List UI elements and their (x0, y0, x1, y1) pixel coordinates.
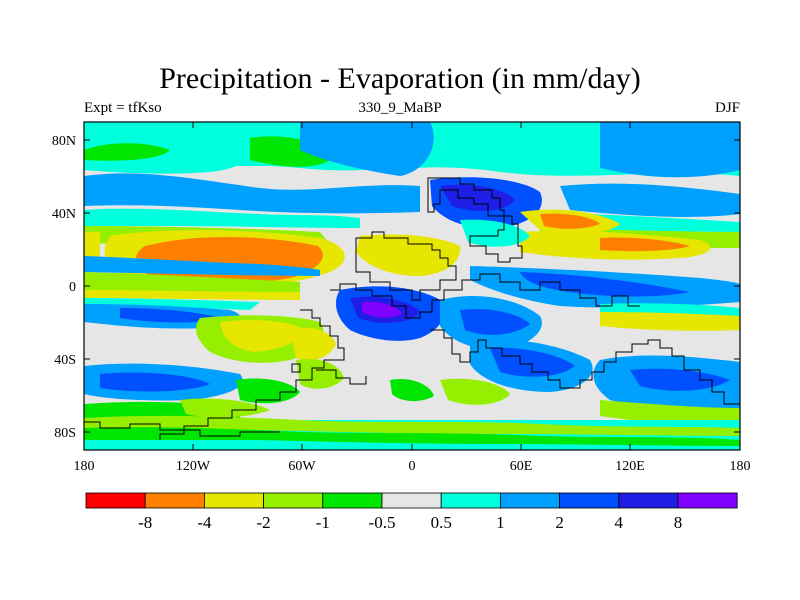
colorbar-label-5: 0.5 (431, 513, 452, 532)
lon-label-60w: 60W (288, 459, 316, 474)
lat-label-80s: 80S (54, 426, 76, 441)
colorbar-swatch-9 (618, 492, 679, 509)
colorbar-swatch-4 (322, 492, 383, 509)
plot-title: Precipitation - Evaporation (in mm/day) (159, 62, 641, 95)
lon-label-120w: 120W (176, 459, 211, 474)
colorbar-label-3: -1 (316, 513, 330, 532)
lat-label-80n: 80N (52, 134, 76, 149)
axis-ticks (84, 122, 740, 450)
season-label: DJF (714, 100, 740, 116)
latitude-labels: 80N 40N 0 40S 80S (52, 134, 76, 441)
lat-label-40s: 40S (54, 353, 76, 368)
colorbar-label-4: -0.5 (369, 513, 396, 532)
lon-label-60e: 60E (510, 459, 533, 474)
colorbar-swatch-2 (203, 492, 264, 509)
colorbar-swatch-5 (381, 492, 442, 509)
colorbar-label-0: -8 (138, 513, 152, 532)
colorbar-swatch-8 (559, 492, 620, 509)
lon-label-0: 0 (409, 459, 416, 474)
colorbar-swatch-1 (144, 492, 205, 509)
colorbar-swatch-0 (85, 492, 146, 509)
colorbar-label-1: -4 (197, 513, 212, 532)
colorbar-label-7: 2 (555, 513, 564, 532)
precip-evap-field (84, 122, 740, 450)
lon-label-180w: 180 (74, 459, 95, 474)
colorbar: -8 -4 -2 -1 -0.5 0.5 1 2 4 8 (85, 492, 738, 532)
experiment-label: Expt = tfKso (84, 100, 162, 116)
colorbar-label-9: 8 (674, 513, 683, 532)
colorbar-label-6: 1 (496, 513, 505, 532)
colorbar-label-2: -2 (257, 513, 271, 532)
lat-label-0: 0 (69, 280, 76, 295)
colorbar-label-8: 4 (615, 513, 624, 532)
lat-label-40n: 40N (52, 207, 76, 222)
colorbar-swatch-10 (677, 492, 738, 509)
continent-outlines (84, 177, 740, 440)
colorbar-swatch-6 (440, 492, 501, 509)
longitude-labels: 180 120W 60W 0 60E 120E 180 (74, 459, 751, 474)
lon-label-180e: 180 (730, 459, 751, 474)
colorbar-swatch-3 (263, 492, 324, 509)
colorbar-swatch-7 (499, 492, 560, 509)
period-label: 330_9_MaBP (358, 100, 442, 116)
lon-label-120e: 120E (615, 459, 645, 474)
